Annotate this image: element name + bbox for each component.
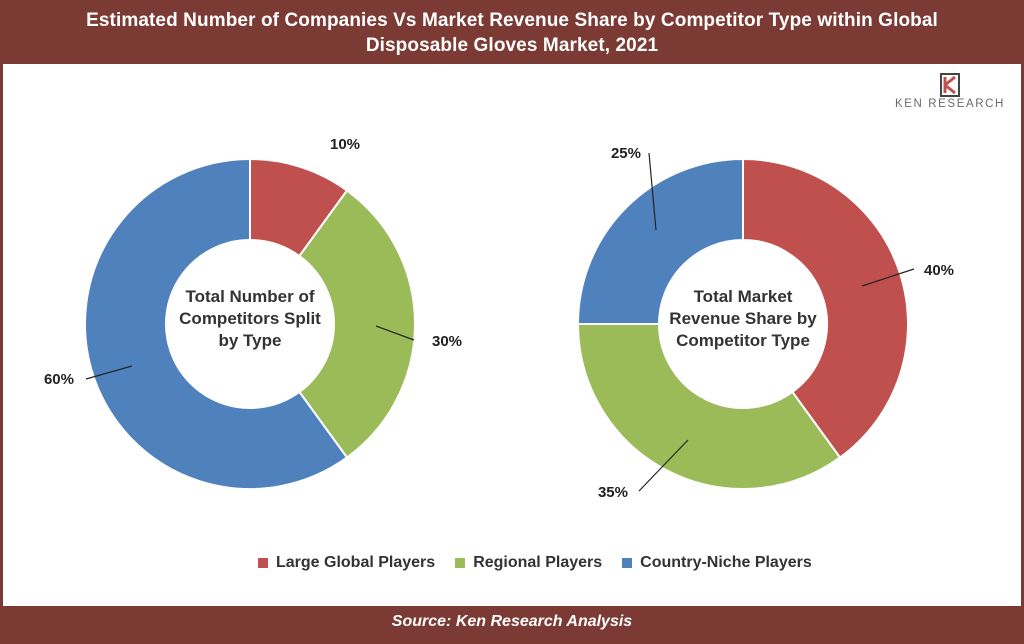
donut-center-label: Total Number of Competitors Split by Type (179, 287, 321, 350)
leader-line-niche (85, 365, 133, 380)
title-line-2: Disposable Gloves Market, 2021 (365, 35, 659, 56)
center-label-line: Total Market (694, 287, 793, 306)
slice-regional (297, 189, 417, 459)
slice-large (742, 157, 909, 459)
data-label-large: 40% (924, 262, 954, 279)
leader-line-large (861, 268, 915, 287)
data-label-regional: 35% (598, 484, 628, 501)
chart-title: Estimated Number of Companies Vs Market … (0, 0, 1024, 64)
leader-line-regional (638, 439, 689, 492)
legend: Large Global Players Regional Players Co… (258, 551, 812, 575)
donut-center-label: Total Market Revenue Share by Competitor T… (669, 287, 817, 350)
donut-charts: Total Number of Competitors Split by Type 1… (44, 136, 954, 501)
center-label-line: by Type (219, 331, 282, 350)
slice-niche (84, 157, 349, 490)
title-line-1: Estimated Number of Companies Vs Market … (86, 10, 938, 31)
slice-niche (576, 157, 744, 325)
data-label-regional: 30% (432, 333, 462, 350)
data-label-niche: 60% (44, 371, 74, 388)
legend-label-niche: Country-Niche Players (640, 554, 812, 571)
leader-line-niche (648, 152, 657, 231)
logo-text: KEN RESEARCH (895, 98, 1005, 110)
ken-research-logo-icon (940, 73, 960, 97)
ken-research-logo: KEN RESEARCH (880, 73, 1020, 118)
center-label-line: Total Number of (185, 287, 314, 306)
donut-chart-competitors: Total Number of Competitors Split by Type 1… (44, 136, 462, 490)
legend-swatch-niche (622, 558, 633, 568)
legend-item-regional: Regional Players (455, 554, 602, 572)
data-label-large: 10% (330, 136, 360, 153)
legend-item-large: Large Global Players (258, 554, 435, 572)
legend-swatch-regional (455, 558, 466, 568)
slice-regional (576, 323, 842, 490)
legend-item-niche: Country-Niche Players (622, 554, 812, 572)
legend-label-large: Large Global Players (276, 554, 436, 571)
center-label-line: Competitors Split (179, 309, 321, 328)
leader-line-regional (375, 325, 415, 341)
center-label-line: Competitor Type (676, 331, 810, 350)
source-footer: Source: Ken Research Analysis (0, 606, 1024, 644)
donut-chart-revenue: Total Market Revenue Share by Competitor T… (576, 145, 954, 501)
legend-swatch-large (258, 558, 268, 568)
center-label-line: Revenue Share by (669, 309, 817, 328)
legend-label-regional: Regional Players (473, 554, 603, 571)
data-label-niche: 25% (611, 145, 641, 162)
